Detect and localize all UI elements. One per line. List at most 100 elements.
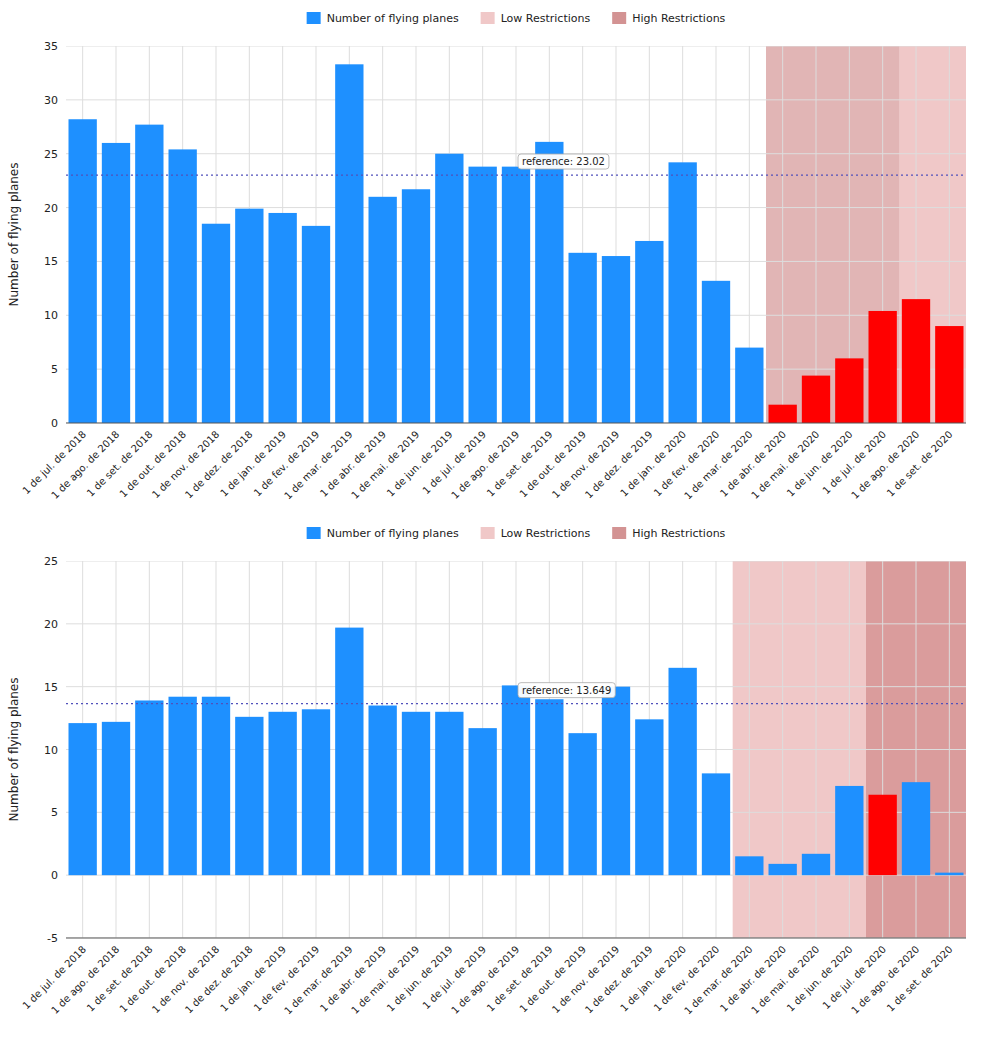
legend-swatch — [612, 12, 626, 24]
bar — [902, 299, 930, 423]
bar — [602, 687, 630, 876]
grid-line-x — [782, 46, 783, 423]
x-axis-line — [66, 423, 966, 424]
legend-swatch — [307, 527, 321, 539]
restriction-region — [899, 46, 966, 423]
grid-line-x — [916, 561, 917, 938]
bar — [302, 226, 330, 423]
bar — [602, 256, 630, 423]
y-tick-label: 30 — [44, 94, 58, 107]
bar — [435, 712, 463, 875]
bar — [569, 253, 597, 423]
y-tick-label: 10 — [44, 744, 58, 757]
y-tick-label: 25 — [44, 148, 58, 161]
grid-line-x — [882, 561, 883, 938]
reference-label-box — [518, 154, 609, 169]
bar — [702, 773, 730, 875]
bar — [102, 722, 130, 875]
y-tick-label: 35 — [44, 40, 58, 53]
bar — [402, 189, 430, 423]
legend-swatch — [481, 527, 495, 539]
bar — [335, 628, 363, 876]
bar — [869, 311, 897, 423]
bar — [169, 697, 197, 875]
restriction-region — [766, 46, 899, 423]
grid-line-y — [66, 423, 966, 424]
y-tick-label: 5 — [51, 363, 58, 376]
reference-label: reference: 23.02 — [522, 156, 605, 167]
bar — [435, 154, 463, 423]
bar — [402, 712, 430, 875]
bar — [669, 162, 697, 423]
x-tick-label: 1 de jul. de 2019 — [420, 944, 488, 1012]
bar — [702, 281, 730, 423]
bar — [235, 209, 263, 423]
bar — [769, 405, 797, 423]
x-tick-label: 1 de jul. de 2019 — [420, 429, 488, 497]
reference-line — [66, 703, 966, 704]
y-tick-label: -5 — [47, 932, 58, 945]
legend-label: Number of flying planes — [327, 12, 459, 25]
y-tick-label: 0 — [51, 417, 58, 430]
y-tick-label: 5 — [51, 806, 58, 819]
y-tick-label: 15 — [44, 255, 58, 268]
grid-line-x — [816, 561, 817, 938]
bar — [502, 685, 530, 875]
legend-label: High Restrictions — [632, 12, 725, 25]
y-tick-label: 10 — [44, 309, 58, 322]
x-tick-label: 1 de jul. de 2018 — [20, 944, 88, 1012]
reference-line — [66, 174, 966, 175]
legend-label: Number of flying planes — [327, 527, 459, 540]
reference-label-box — [518, 683, 615, 698]
bar — [469, 167, 497, 423]
bar — [835, 786, 863, 875]
bar — [535, 699, 563, 875]
bar — [735, 856, 763, 875]
x-tick-label: 1 de set. de 2020 — [885, 944, 955, 1014]
bar — [802, 854, 830, 875]
bar — [269, 213, 297, 423]
y-tick-label: 15 — [44, 681, 58, 694]
bar — [202, 697, 230, 875]
bar — [135, 700, 163, 875]
plot-area — [66, 561, 966, 938]
legend-swatch — [481, 12, 495, 24]
bar — [369, 197, 397, 423]
bar — [235, 717, 263, 875]
bar — [869, 795, 897, 875]
grid-line-x — [849, 561, 850, 938]
bar — [302, 709, 330, 875]
y-tick-label: 0 — [51, 869, 58, 882]
x-tick-label: 1 de jul. de 2018 — [20, 429, 88, 497]
bar — [369, 706, 397, 876]
bar-chart: -505101520251 de jul. de 20181 de ago. d… — [0, 515, 990, 1030]
bar — [269, 712, 297, 875]
legend: Number of flying planes Low Restrictions H… — [307, 12, 726, 25]
reference-annotation: reference: 13.649 — [518, 683, 615, 698]
bar — [335, 64, 363, 423]
legend-label: High Restrictions — [632, 527, 725, 540]
bar — [635, 241, 663, 423]
grid-line-x — [749, 561, 750, 938]
bar — [769, 864, 797, 875]
bar — [102, 143, 130, 423]
grid-line-x — [949, 561, 950, 938]
bar — [469, 728, 497, 875]
bar — [835, 358, 863, 423]
reference-label: reference: 13.649 — [522, 685, 611, 696]
bar — [202, 224, 230, 423]
legend-swatch — [612, 527, 626, 539]
grid-line-y — [66, 938, 966, 939]
plot-area — [66, 46, 966, 423]
x-tick-label: 1 de jul. de 2020 — [820, 429, 888, 497]
bar — [69, 723, 97, 875]
bar — [802, 376, 830, 423]
x-tick-label: 1 de jul. de 2020 — [820, 944, 888, 1012]
bar — [569, 733, 597, 875]
y-axis-label: Number of flying planes — [7, 678, 21, 822]
legend-swatch — [307, 12, 321, 24]
legend-label: Low Restrictions — [501, 12, 591, 25]
reference-annotation: reference: 23.02 — [518, 154, 609, 169]
bar — [69, 119, 97, 423]
bar — [135, 125, 163, 423]
